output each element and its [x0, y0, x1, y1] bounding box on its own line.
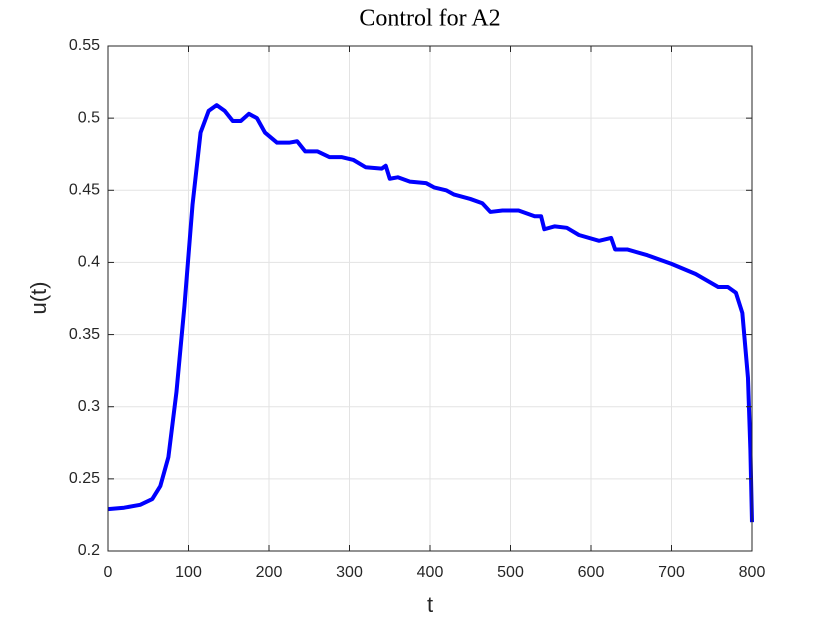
- y-tick-label: 0.25: [69, 470, 100, 487]
- x-tick-label: 600: [578, 564, 605, 581]
- y-axis-label: u(t): [26, 282, 51, 315]
- y-tick-label: 0.2: [78, 542, 100, 559]
- plot: [107, 103, 754, 523]
- y-tick-label: 0.35: [69, 326, 100, 343]
- x-tick-label: 0: [104, 564, 113, 581]
- x-tick-label: 200: [256, 564, 283, 581]
- data-line: [107, 103, 754, 523]
- y-tick-label: 0.45: [69, 182, 100, 199]
- x-tick-label: 100: [175, 564, 202, 581]
- x-tick-label: 400: [417, 564, 444, 581]
- x-tick-label: 300: [336, 564, 363, 581]
- x-tick-label: 700: [658, 564, 685, 581]
- y-tick-label: 0.55: [69, 37, 100, 54]
- x-tick-label: 500: [497, 564, 524, 581]
- chart-title: Control for A2: [359, 6, 500, 32]
- y-tick-label: 0.3: [78, 398, 100, 415]
- y-tick-label: 0.5: [78, 109, 100, 126]
- y-tick-label: 0.4: [78, 254, 100, 271]
- x-tick-label: 800: [739, 564, 766, 581]
- x-axis-label: t: [427, 592, 433, 617]
